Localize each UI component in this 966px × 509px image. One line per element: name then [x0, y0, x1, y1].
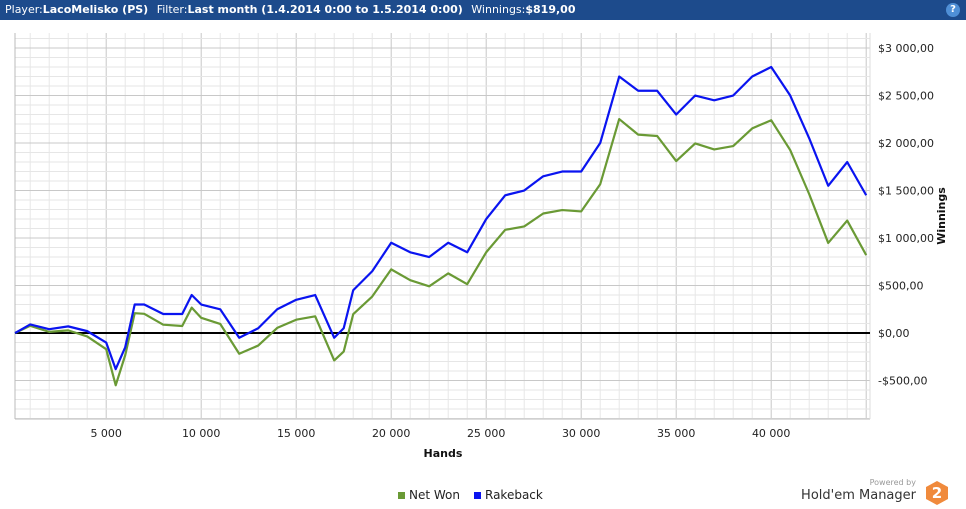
powered-by-text: Powered by [869, 478, 916, 487]
series-line-rakeback [14, 65, 868, 371]
y-tick-label: $2 000,00 [878, 137, 934, 150]
header-bar: Player:LacoMelisko (PS) Filter:Last mont… [0, 0, 966, 20]
y-tick-label: $500,00 [878, 280, 924, 293]
legend-label: Rakeback [485, 488, 543, 502]
x-tick-label: 20 000 [372, 427, 411, 440]
x-tick-label: 30 000 [562, 427, 601, 440]
y-tick-label: $2 500,00 [878, 90, 934, 103]
winnings-value: $819,00 [525, 3, 576, 16]
x-tick-label: 10 000 [182, 427, 221, 440]
y-tick-label: $1 500,00 [878, 185, 934, 198]
y-tick-label: -$500,00 [878, 375, 927, 388]
x-tick-label: 25 000 [467, 427, 506, 440]
legend-net-won[interactable]: Net Won [398, 488, 460, 502]
filter-value[interactable]: Last month (1.4.2014 0:00 to 1.5.2014 0:… [187, 3, 463, 16]
x-tick-label: 40 000 [752, 427, 791, 440]
player-label: Player: [5, 3, 43, 16]
rakeback-swatch [474, 492, 481, 499]
y-tick-label: $1 000,00 [878, 232, 934, 245]
y-axis-title: Winnings [935, 187, 948, 245]
help-icon[interactable]: ? [946, 3, 960, 17]
winnings-label: Winnings: [471, 3, 526, 16]
player-value: LacoMelisko (PS) [42, 3, 149, 16]
legend-label: Net Won [409, 488, 460, 502]
y-tick-label: $3 000,00 [878, 42, 934, 55]
x-tick-label: 5 000 [90, 427, 122, 440]
x-axis-title: Hands [424, 447, 463, 460]
branding: Powered by Hold'em Manager 2 [794, 478, 954, 508]
x-tick-label: 35 000 [657, 427, 696, 440]
legend: Net Won Rakeback [398, 488, 543, 502]
legend-rakeback[interactable]: Rakeback [474, 488, 543, 502]
hem-logo-icon: 2 [926, 481, 948, 505]
net-won-swatch [398, 492, 405, 499]
filter-label: Filter: [156, 3, 188, 16]
product-name: Hold'em Manager [801, 488, 916, 503]
series-line-net-won [14, 117, 868, 387]
x-tick-label: 15 000 [277, 427, 316, 440]
y-tick-label: $0,00 [878, 327, 910, 340]
